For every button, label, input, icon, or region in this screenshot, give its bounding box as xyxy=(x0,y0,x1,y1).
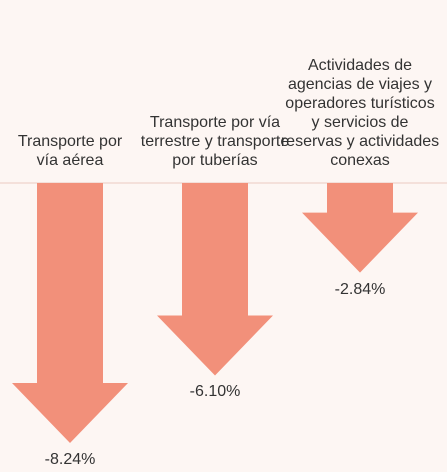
category-label: Transporte por vía terrestre y transport… xyxy=(140,114,290,169)
category-label: Actividades de agencias de viajes y oper… xyxy=(280,57,440,169)
category-label: Transporte por vía aérea xyxy=(17,133,123,169)
arrow xyxy=(157,183,273,376)
value-label: -8.24% xyxy=(44,451,96,468)
value-label: -2.84% xyxy=(334,280,386,298)
arrow xyxy=(12,183,128,443)
arrow xyxy=(302,183,418,273)
value-label: -6.10% xyxy=(189,383,241,401)
